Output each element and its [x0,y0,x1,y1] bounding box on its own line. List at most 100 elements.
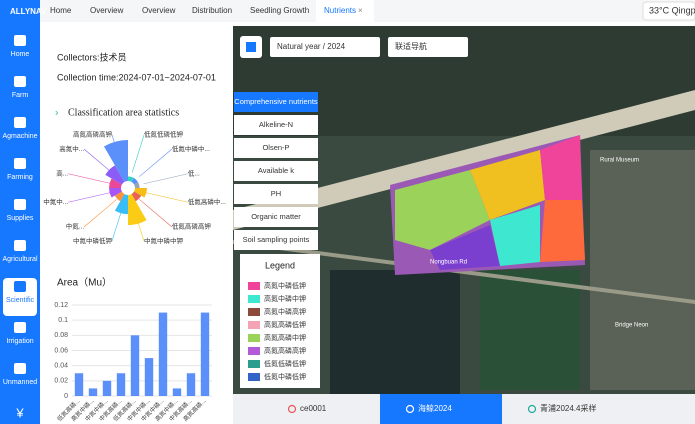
bottom-tab[interactable]: ce0001 [300,404,327,413]
menu-item[interactable] [234,161,318,181]
rose-label: 低氮中磷中... [172,144,210,153]
leader-line [143,191,188,203]
y-tick-label: 0.12 [54,302,68,309]
nav-label[interactable]: Supplies [7,215,34,222]
layers-icon [246,42,256,52]
leader-line [68,173,113,185]
nav-label[interactable]: Home [11,51,30,58]
menu-item[interactable] [234,92,318,112]
nav-label[interactable]: Scientific [6,297,35,304]
leader-line [111,203,125,242]
section-title: Classification area statistics [68,107,179,118]
org-select-text: 联适导航 [395,41,427,51]
bar [186,373,196,396]
field-zone [395,170,490,250]
leader-line [139,148,173,177]
bottom-tab-active[interactable] [380,394,502,424]
field-zone [430,225,500,270]
tab-icon [527,404,537,414]
legend-swatch [248,347,260,355]
tab[interactable]: Overview [142,6,176,15]
tab-icon [405,404,415,414]
tab[interactable]: Overview [90,6,124,15]
rose-petal [114,188,128,215]
bottom-tab[interactable]: 海鲸2024 [418,403,452,413]
field-zone [470,150,545,220]
y-tick-label: 0.04 [54,363,68,370]
rose-label: 低氮低磷低钾 [144,130,183,139]
nav-icon [14,76,26,87]
nav-label[interactable]: Unmanned [3,379,37,386]
year-select-text: Natural year / 2024 [277,42,346,51]
legend-text: 高氮高磷低钾 [264,320,306,329]
bar [158,312,168,396]
menu-item[interactable] [234,138,318,158]
leader-line [83,148,117,177]
leader-line [131,134,145,173]
tab[interactable]: Nutrients [324,6,356,15]
nav-icon [14,35,26,46]
legend-swatch [248,360,260,368]
rose-label: 高... [56,168,68,177]
map-label: Rural Museum [600,158,639,164]
y-tick-label: 0.08 [54,332,68,339]
tab-active [316,0,374,22]
legend-swatch [248,295,260,303]
legend-swatch [248,321,260,329]
menu-text: Alkeline-N [259,120,293,129]
leader-line [111,134,125,173]
menu-item[interactable] [234,115,318,135]
tab-icon [287,404,297,414]
legend-text: 高氮中磷高钾 [264,307,306,316]
legend-swatch [248,282,260,290]
nav-label[interactable]: Irrigation [6,338,33,345]
ponds [330,270,460,400]
menu-item[interactable] [234,207,318,227]
bar [74,373,84,396]
bar [102,380,112,396]
nav-icon [14,322,26,333]
year-select[interactable] [270,37,380,57]
nav-label[interactable]: Agricultural [2,256,37,263]
rose-petal [128,188,147,226]
tab-close[interactable]: × [358,6,363,15]
legend-text: 高氮高磷中钾 [264,333,306,342]
bottom-tab[interactable]: 青浦2024.4采样 [540,403,596,413]
nav-label[interactable]: Agmachine [2,133,37,140]
org-select[interactable] [388,37,468,57]
legend-swatch [248,308,260,316]
map-label: Bridge Neon [615,323,648,329]
legend-text: 高氮高磷高钾 [264,346,306,355]
menu-text: Soil sampling points [243,235,310,244]
arrow: › [55,108,58,119]
leader-line [68,191,113,203]
bar [88,388,98,396]
rose-label: 中氮中磷低钾 [73,236,112,245]
road [233,240,695,304]
leader-line [139,199,173,228]
nav-icon [14,240,26,251]
menu-text: PH [271,189,281,198]
tab[interactable]: Home [50,6,72,15]
road [233,90,695,230]
tab[interactable]: Seedling Growth [250,6,309,15]
bar [130,335,140,396]
active-item-bg [3,278,37,316]
y-tick-label: 0.06 [54,347,68,354]
menu-item[interactable] [234,230,318,250]
village [590,150,695,390]
menu-item[interactable] [234,184,318,204]
rose-label: 高氮高磷高钾 [73,130,112,139]
tab[interactable]: Distribution [192,6,232,15]
rose-label: 中氮... [66,222,85,231]
bar [172,388,182,396]
field-zone [490,205,540,266]
rose-petal [104,140,128,188]
nav-label[interactable]: Farming [7,174,33,181]
weather-box [642,1,695,21]
collection-time: Collection time:2024-07-01~2024-07-01 [57,72,216,82]
bar [144,358,154,396]
currency-icon[interactable]: ¥ [15,405,24,420]
nav-label[interactable]: Farm [12,92,29,99]
